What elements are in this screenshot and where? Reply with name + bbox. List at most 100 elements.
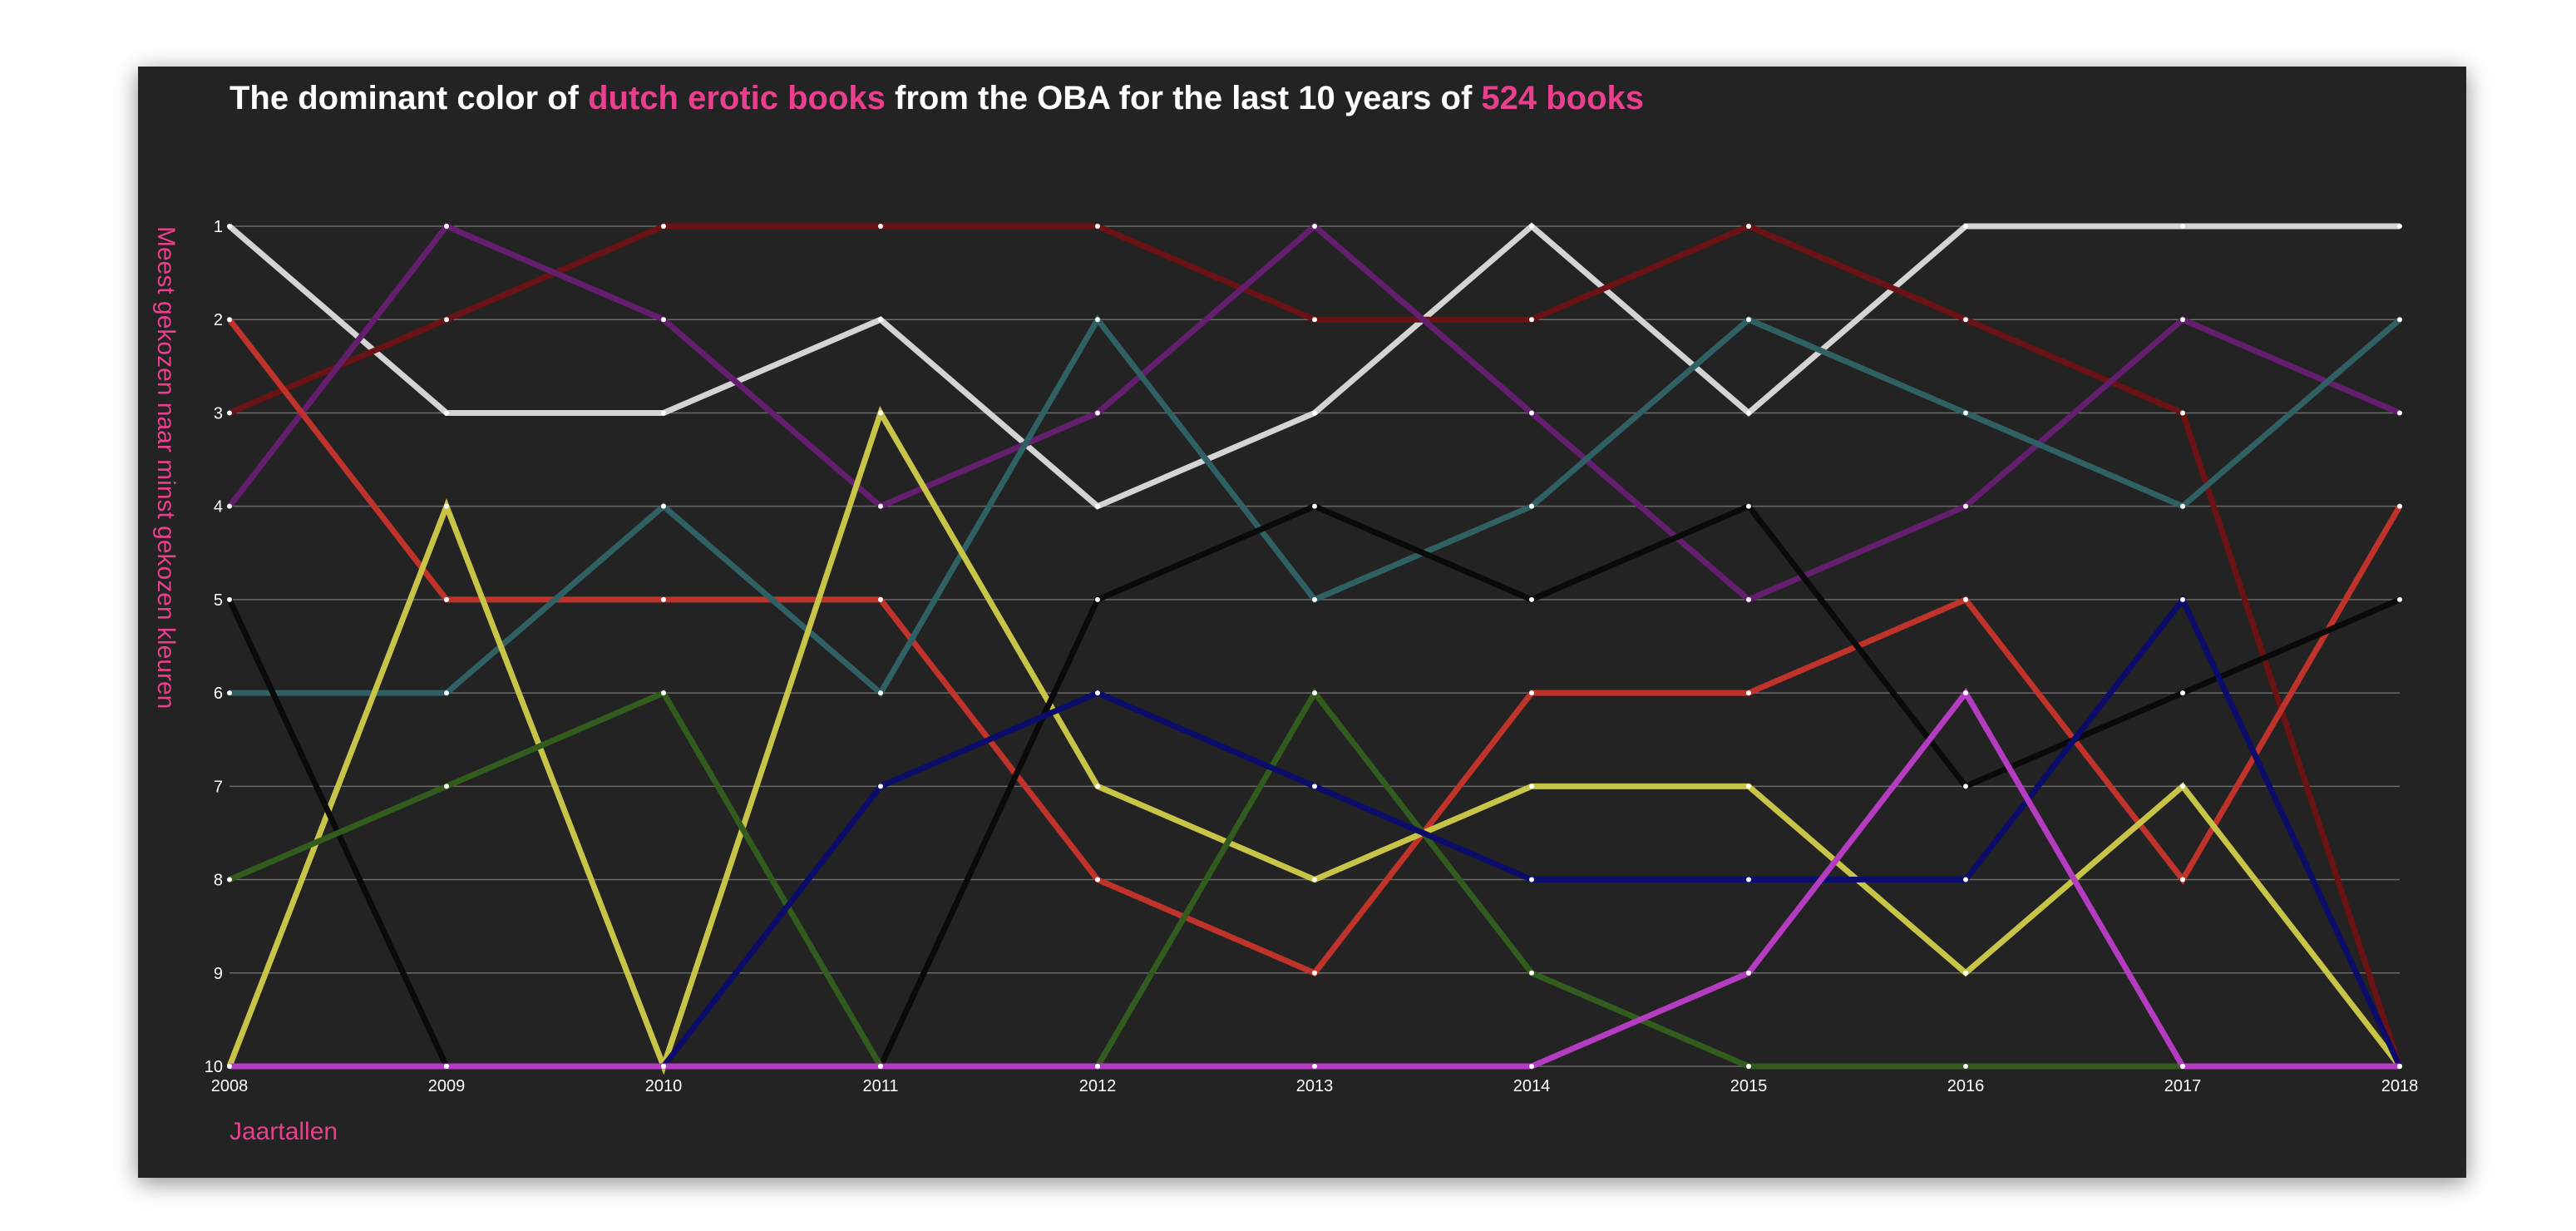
data-points [227, 224, 2402, 1069]
data-point [661, 1064, 666, 1069]
y-tick-label: 1 [214, 218, 223, 236]
data-point [1095, 224, 1100, 229]
data-point [661, 503, 666, 509]
data-point [878, 317, 883, 323]
title-highlight: 524 books [1481, 80, 1645, 116]
y-axis-label: Meest gekozen naar minst gekozen kleuren [152, 226, 180, 709]
data-point [2397, 317, 2402, 323]
data-point [444, 224, 449, 229]
title-highlight: dutch erotic books [588, 80, 886, 116]
title-part: The dominant color of [229, 80, 589, 116]
x-tick-label: 2012 [1079, 1077, 1117, 1095]
data-point [2180, 1064, 2185, 1069]
x-tick-label: 2013 [1296, 1077, 1334, 1095]
data-point [1963, 970, 1968, 976]
data-point [878, 503, 883, 509]
data-point [1746, 503, 1751, 509]
data-point [444, 503, 449, 509]
y-tick-label: 9 [214, 965, 223, 983]
x-axis-label: Jaartallen [229, 1118, 338, 1145]
y-tick-label: 3 [214, 404, 223, 423]
data-point [1529, 224, 1534, 229]
data-point [1746, 410, 1751, 416]
data-point [1312, 317, 1317, 323]
data-point [1746, 596, 1751, 602]
data-point [878, 690, 883, 696]
data-point [661, 224, 666, 229]
x-tick-label: 2017 [2164, 1077, 2202, 1095]
data-point [444, 596, 449, 602]
data-point [1095, 1064, 1100, 1069]
data-point [1963, 1064, 1968, 1069]
data-point [1746, 877, 1751, 882]
y-tick-label: 6 [214, 685, 223, 703]
title-part: from the OBA for the last 10 years of [885, 80, 1482, 116]
data-point [1746, 317, 1751, 323]
data-point [1095, 503, 1100, 509]
x-tick-label: 2018 [2381, 1077, 2419, 1095]
data-point [2180, 224, 2185, 229]
data-point [2180, 317, 2185, 323]
y-tick-label: 7 [214, 778, 223, 796]
data-point [1963, 410, 1968, 416]
data-point [1529, 877, 1534, 882]
data-point [1746, 970, 1751, 976]
data-point [878, 596, 883, 602]
y-tick-label: 2 [214, 311, 223, 329]
x-tick-label: 2008 [211, 1077, 249, 1095]
series-line [229, 594, 2403, 1070]
y-tick-label: 4 [214, 498, 223, 517]
data-point [444, 410, 449, 416]
data-point [444, 1064, 449, 1069]
data-point [661, 596, 666, 602]
data-point [227, 224, 232, 229]
x-tick-label: 2014 [1513, 1077, 1551, 1095]
data-point [444, 317, 449, 323]
data-point [2180, 410, 2185, 416]
data-point [2397, 1064, 2402, 1069]
data-point [2180, 784, 2185, 789]
data-point [2180, 503, 2185, 509]
x-tick-label: 2016 [1947, 1077, 1985, 1095]
data-point [1095, 877, 1100, 882]
data-point [227, 690, 232, 696]
data-point [1963, 596, 1968, 602]
data-point [1095, 317, 1100, 323]
data-point [2397, 596, 2402, 602]
data-point [1312, 1064, 1317, 1069]
data-point [2397, 410, 2402, 416]
data-point [1963, 503, 1968, 509]
data-point [1529, 410, 1534, 416]
data-point [2180, 877, 2185, 882]
data-point [227, 596, 232, 602]
data-point [878, 1064, 883, 1069]
data-point [1312, 503, 1317, 509]
data-point [2397, 224, 2402, 229]
data-point [2180, 690, 2185, 696]
y-tick-label: 8 [214, 872, 223, 890]
x-tick-label: 2011 [862, 1077, 898, 1095]
data-point [1312, 690, 1317, 696]
data-point [1529, 690, 1534, 696]
data-point [1529, 970, 1534, 976]
line-chart: 1 2 3 4 5 6 7 8 9 10 2008 2009 2010 2011 2012 2013 2014… [152, 218, 2419, 1145]
data-point [1746, 690, 1751, 696]
data-point [1312, 224, 1317, 229]
data-point [1312, 877, 1317, 882]
data-point [878, 224, 883, 229]
y-tick-label: 10 [205, 1058, 223, 1076]
chart-title: The dominant color of dutch erotic books… [229, 80, 1644, 117]
data-point [1095, 784, 1100, 789]
data-point [1529, 784, 1534, 789]
data-point [444, 784, 449, 789]
data-point [1529, 1064, 1534, 1069]
data-point [661, 317, 666, 323]
data-point [227, 1064, 232, 1069]
data-point [1095, 690, 1100, 696]
data-point [1963, 224, 1968, 229]
gridlines [229, 225, 2400, 1067]
data-point [1746, 224, 1751, 229]
y-tick-label: 5 [214, 591, 223, 610]
data-point [1529, 317, 1534, 323]
x-axis-ticks: 2008 2009 2010 2011 2012 2013 2014 2015 2016 2017… [211, 1077, 2419, 1095]
